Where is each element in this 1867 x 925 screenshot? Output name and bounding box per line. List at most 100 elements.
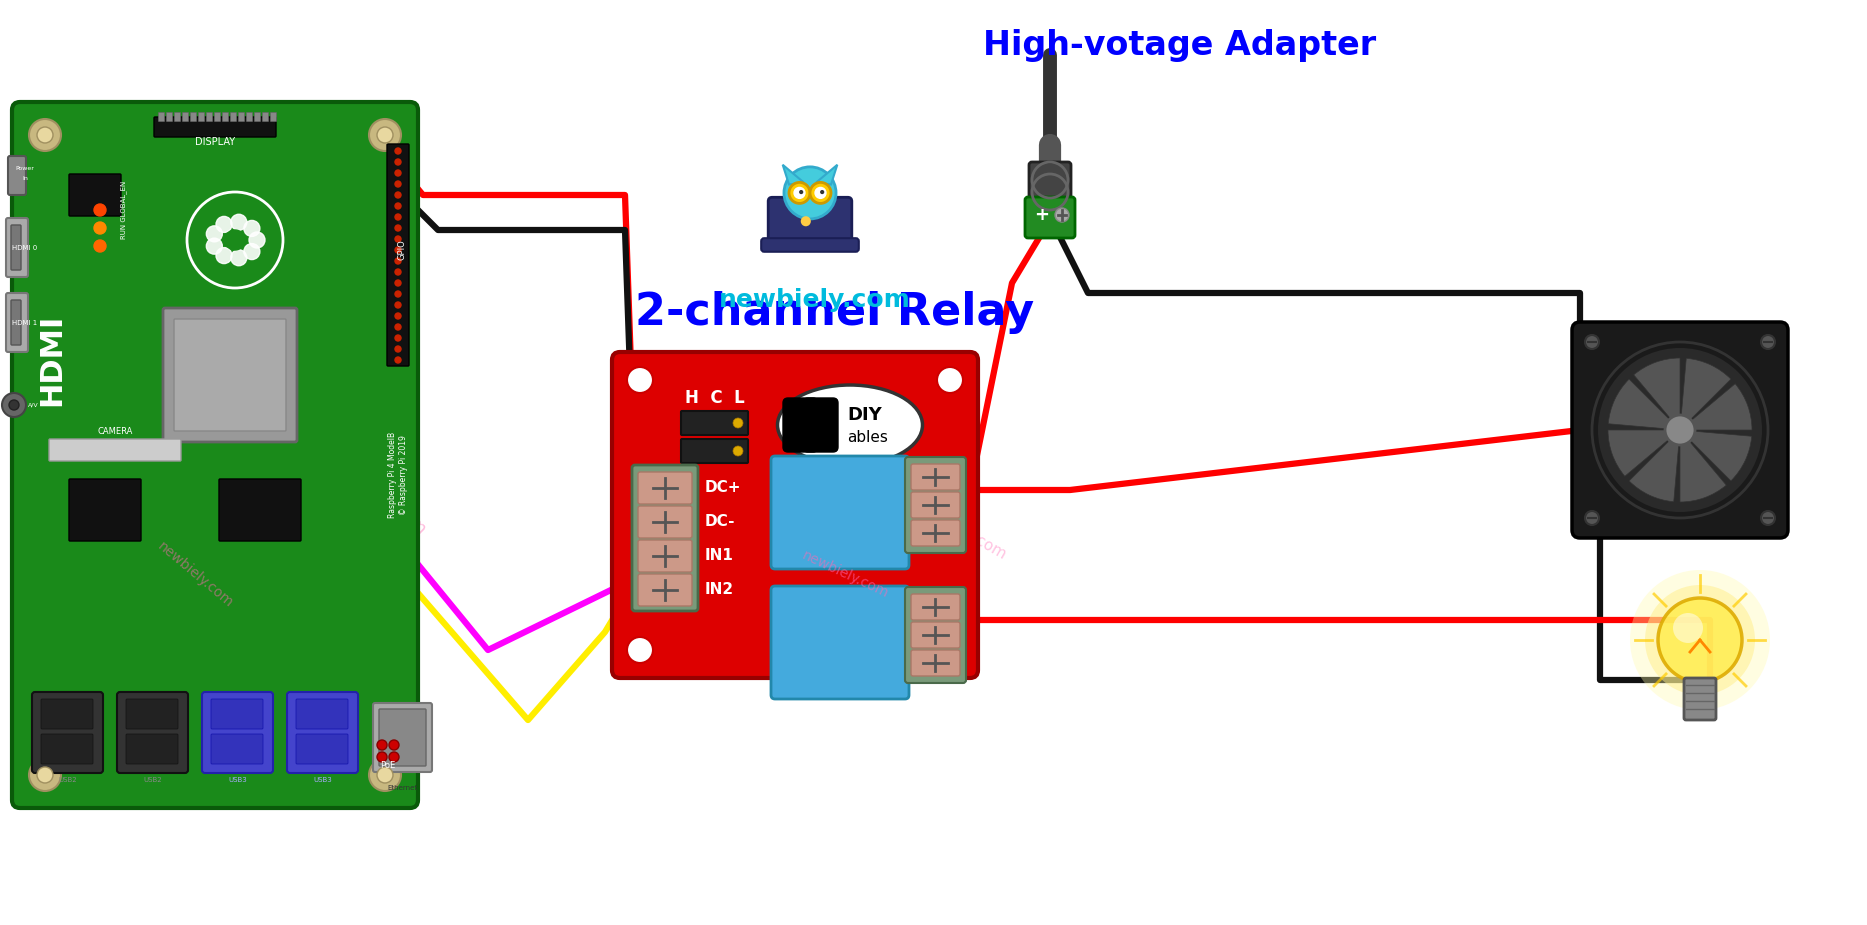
Circle shape bbox=[396, 269, 401, 275]
Text: High-votage Adapter: High-votage Adapter bbox=[984, 29, 1376, 61]
FancyBboxPatch shape bbox=[767, 197, 851, 245]
Text: H  C  L: H C L bbox=[685, 389, 745, 407]
FancyBboxPatch shape bbox=[633, 465, 698, 611]
Text: DIY: DIY bbox=[848, 406, 883, 424]
Circle shape bbox=[377, 740, 386, 750]
FancyBboxPatch shape bbox=[41, 734, 93, 764]
Circle shape bbox=[1658, 598, 1742, 682]
Wedge shape bbox=[1680, 358, 1731, 430]
Text: HDMI 0: HDMI 0 bbox=[13, 245, 37, 251]
Text: DISPLAY: DISPLAY bbox=[194, 137, 235, 147]
Text: Ethernet: Ethernet bbox=[386, 785, 416, 791]
Circle shape bbox=[9, 400, 19, 410]
Circle shape bbox=[396, 225, 401, 231]
Circle shape bbox=[245, 243, 260, 260]
FancyBboxPatch shape bbox=[69, 174, 121, 216]
Text: USB2: USB2 bbox=[58, 777, 77, 783]
FancyBboxPatch shape bbox=[41, 699, 93, 729]
Circle shape bbox=[377, 767, 392, 783]
Text: HDMI: HDMI bbox=[37, 314, 67, 406]
Circle shape bbox=[396, 181, 401, 187]
FancyBboxPatch shape bbox=[246, 113, 252, 121]
Circle shape bbox=[790, 182, 810, 204]
Circle shape bbox=[937, 637, 963, 663]
Circle shape bbox=[396, 170, 401, 176]
Circle shape bbox=[1585, 511, 1598, 525]
FancyBboxPatch shape bbox=[183, 113, 189, 121]
FancyBboxPatch shape bbox=[379, 709, 426, 766]
Circle shape bbox=[627, 637, 653, 663]
Circle shape bbox=[1673, 613, 1703, 643]
FancyBboxPatch shape bbox=[32, 692, 103, 773]
Text: IN1: IN1 bbox=[706, 549, 734, 563]
Text: DC-: DC- bbox=[706, 514, 736, 529]
Text: Raspberry Pi 4 ModelB
© Raspberry Pi 2019: Raspberry Pi 4 ModelB © Raspberry Pi 201… bbox=[388, 432, 407, 518]
FancyBboxPatch shape bbox=[639, 540, 693, 572]
FancyBboxPatch shape bbox=[174, 113, 181, 121]
Circle shape bbox=[207, 226, 222, 241]
Text: ables: ables bbox=[848, 429, 889, 445]
FancyBboxPatch shape bbox=[218, 479, 301, 541]
Wedge shape bbox=[1680, 430, 1751, 481]
Circle shape bbox=[784, 166, 836, 219]
Circle shape bbox=[2, 393, 26, 417]
FancyBboxPatch shape bbox=[1029, 162, 1072, 203]
Circle shape bbox=[245, 220, 260, 237]
Circle shape bbox=[1585, 335, 1598, 349]
Text: newbiely.com: newbiely.com bbox=[911, 498, 1008, 562]
Circle shape bbox=[734, 418, 743, 428]
Circle shape bbox=[627, 367, 653, 393]
Circle shape bbox=[1665, 415, 1695, 445]
FancyBboxPatch shape bbox=[386, 144, 409, 366]
FancyBboxPatch shape bbox=[681, 411, 749, 435]
Circle shape bbox=[799, 190, 803, 194]
FancyBboxPatch shape bbox=[239, 113, 245, 121]
FancyBboxPatch shape bbox=[11, 225, 21, 270]
Circle shape bbox=[217, 248, 232, 264]
Circle shape bbox=[396, 324, 401, 330]
FancyBboxPatch shape bbox=[297, 734, 347, 764]
FancyBboxPatch shape bbox=[271, 113, 276, 121]
Circle shape bbox=[396, 280, 401, 286]
FancyBboxPatch shape bbox=[297, 699, 347, 729]
Circle shape bbox=[232, 250, 246, 265]
FancyBboxPatch shape bbox=[211, 734, 263, 764]
Circle shape bbox=[217, 216, 232, 232]
Circle shape bbox=[388, 752, 400, 762]
Wedge shape bbox=[1607, 379, 1680, 430]
FancyBboxPatch shape bbox=[782, 398, 818, 452]
Text: PoE: PoE bbox=[381, 760, 396, 770]
Circle shape bbox=[396, 291, 401, 297]
Circle shape bbox=[396, 214, 401, 220]
FancyBboxPatch shape bbox=[153, 117, 276, 137]
Text: In: In bbox=[22, 176, 28, 180]
Circle shape bbox=[793, 188, 805, 198]
Wedge shape bbox=[1680, 430, 1727, 502]
Wedge shape bbox=[1634, 358, 1680, 430]
Wedge shape bbox=[1680, 384, 1751, 430]
Text: RUN GLOBAL_EN: RUN GLOBAL_EN bbox=[119, 181, 127, 240]
Circle shape bbox=[1761, 511, 1776, 525]
Circle shape bbox=[396, 258, 401, 264]
Text: newbiely.com: newbiely.com bbox=[140, 461, 239, 560]
Polygon shape bbox=[816, 165, 836, 184]
Text: newbiely.com: newbiely.com bbox=[155, 539, 235, 610]
Circle shape bbox=[396, 203, 401, 209]
FancyBboxPatch shape bbox=[190, 113, 196, 121]
Circle shape bbox=[93, 222, 106, 234]
Circle shape bbox=[801, 216, 810, 227]
Text: newbiely.com: newbiely.com bbox=[330, 440, 429, 539]
Circle shape bbox=[1630, 570, 1770, 710]
FancyBboxPatch shape bbox=[911, 650, 960, 676]
Circle shape bbox=[396, 148, 401, 154]
FancyBboxPatch shape bbox=[639, 472, 693, 504]
FancyBboxPatch shape bbox=[125, 699, 177, 729]
FancyBboxPatch shape bbox=[11, 102, 418, 808]
Circle shape bbox=[187, 192, 284, 288]
FancyBboxPatch shape bbox=[118, 692, 189, 773]
FancyBboxPatch shape bbox=[612, 352, 978, 678]
FancyBboxPatch shape bbox=[1684, 678, 1716, 720]
Circle shape bbox=[396, 159, 401, 165]
FancyBboxPatch shape bbox=[373, 703, 431, 772]
FancyBboxPatch shape bbox=[162, 308, 297, 442]
